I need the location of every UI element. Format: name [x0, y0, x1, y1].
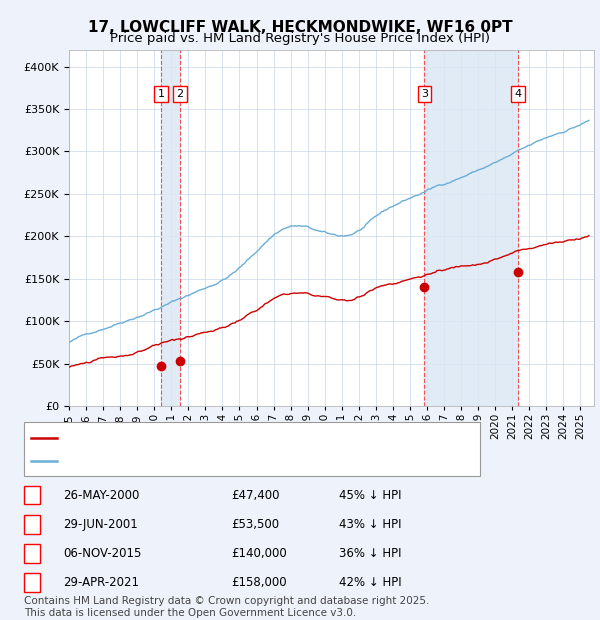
Bar — [161, 50, 180, 406]
Text: 06-NOV-2015: 06-NOV-2015 — [63, 547, 142, 560]
Text: 17, LOWCLIFF WALK, HECKMONDWIKE, WF16 0PT (detached house): 17, LOWCLIFF WALK, HECKMONDWIKE, WF16 0P… — [61, 432, 460, 445]
Text: £158,000: £158,000 — [231, 576, 287, 589]
Text: Price paid vs. HM Land Registry's House Price Index (HPI): Price paid vs. HM Land Registry's House … — [110, 32, 490, 45]
Text: £47,400: £47,400 — [231, 489, 280, 502]
Text: Contains HM Land Registry data © Crown copyright and database right 2025.
This d: Contains HM Land Registry data © Crown c… — [24, 596, 430, 618]
Text: 45% ↓ HPI: 45% ↓ HPI — [339, 489, 401, 502]
Bar — [424, 50, 518, 406]
Text: 43% ↓ HPI: 43% ↓ HPI — [339, 518, 401, 531]
Text: 3: 3 — [28, 547, 35, 560]
Text: 2: 2 — [28, 518, 35, 531]
Text: 4: 4 — [28, 576, 35, 589]
Text: 3: 3 — [421, 89, 428, 99]
Text: £140,000: £140,000 — [231, 547, 287, 560]
Text: 1: 1 — [158, 89, 164, 99]
Text: £53,500: £53,500 — [231, 518, 279, 531]
Text: 36% ↓ HPI: 36% ↓ HPI — [339, 547, 401, 560]
Text: 26-MAY-2000: 26-MAY-2000 — [63, 489, 139, 502]
Text: 29-JUN-2001: 29-JUN-2001 — [63, 518, 138, 531]
Text: 17, LOWCLIFF WALK, HECKMONDWIKE, WF16 0PT: 17, LOWCLIFF WALK, HECKMONDWIKE, WF16 0P… — [88, 20, 512, 35]
Text: 29-APR-2021: 29-APR-2021 — [63, 576, 139, 589]
Text: 1: 1 — [28, 489, 35, 502]
Text: 4: 4 — [514, 89, 521, 99]
Text: 42% ↓ HPI: 42% ↓ HPI — [339, 576, 401, 589]
Text: 2: 2 — [176, 89, 184, 99]
Text: HPI: Average price, detached house, Kirklees: HPI: Average price, detached house, Kirk… — [61, 454, 326, 467]
